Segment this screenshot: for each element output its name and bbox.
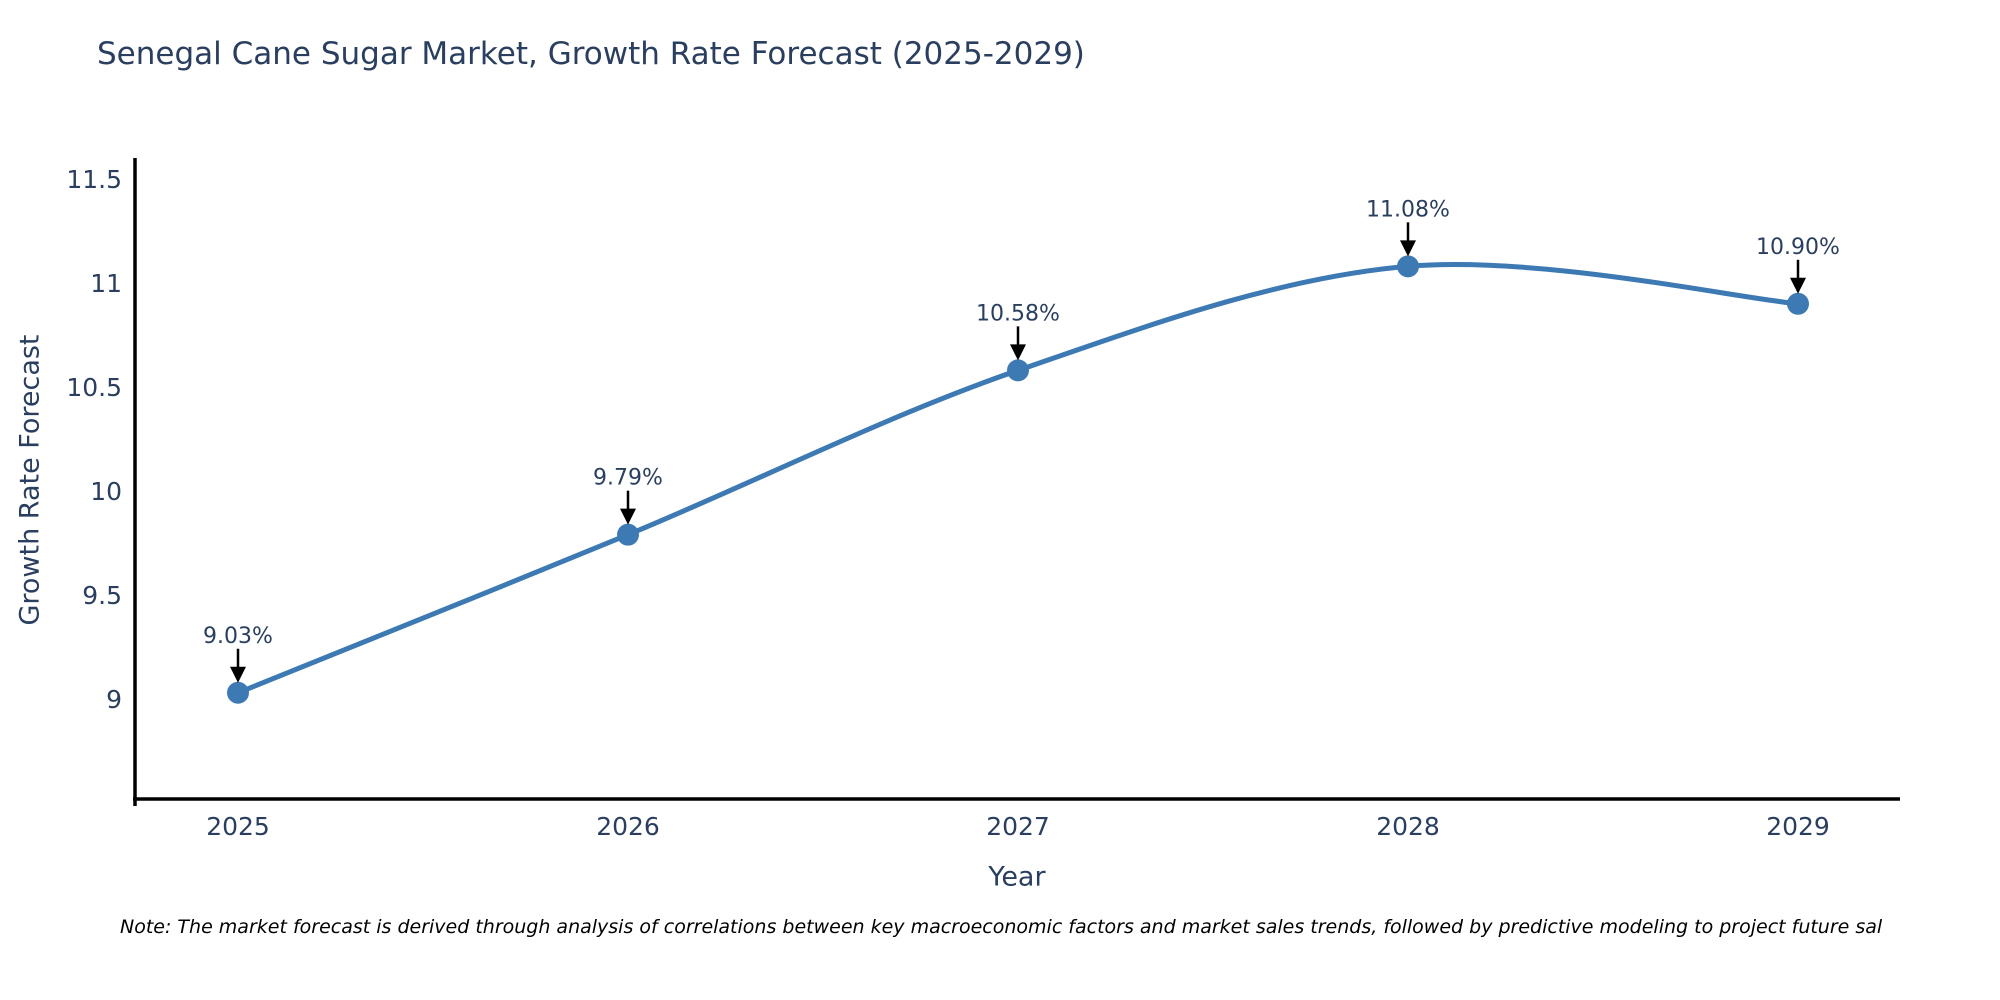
x-tick-label: 2026 — [596, 812, 660, 841]
x-tick-label: 2028 — [1376, 812, 1440, 841]
annotation-arrowhead-icon — [620, 508, 636, 525]
y-tick-label: 11 — [90, 269, 122, 298]
y-tick-label: 10.5 — [66, 373, 122, 402]
y-tick-label: 11.5 — [66, 165, 122, 194]
y-tick-label: 9 — [106, 685, 122, 714]
annotation-arrowhead-icon — [1400, 240, 1416, 257]
annotation-arrowhead-icon — [1790, 277, 1806, 294]
y-tick-label: 9.5 — [82, 581, 122, 610]
y-tick-label: 10 — [90, 477, 122, 506]
annotation-label: 11.08% — [1366, 197, 1450, 222]
annotation-label: 10.90% — [1756, 235, 1840, 260]
x-tick-label: 2029 — [1766, 812, 1830, 841]
footnote: Note: The market forecast is derived thr… — [120, 916, 1883, 938]
x-axis-title: Year — [988, 861, 1046, 893]
data-point-marker — [1397, 255, 1419, 278]
x-tick-label: 2025 — [206, 812, 270, 841]
annotation-label: 9.03% — [203, 624, 273, 649]
data-point-marker — [617, 523, 639, 546]
y-axis-title: Growth Rate Forecast — [14, 334, 46, 626]
annotation-arrowhead-icon — [230, 666, 246, 683]
annotation-label: 10.58% — [976, 301, 1060, 326]
data-point-marker — [1787, 292, 1809, 315]
annotation-arrowhead-icon — [1010, 344, 1026, 361]
x-tick-label: 2027 — [986, 812, 1050, 841]
annotation-label: 9.79% — [593, 466, 663, 491]
chart-title: Senegal Cane Sugar Market, Growth Rate F… — [97, 36, 1085, 72]
data-point-marker — [227, 681, 249, 704]
data-point-marker — [1007, 359, 1029, 382]
